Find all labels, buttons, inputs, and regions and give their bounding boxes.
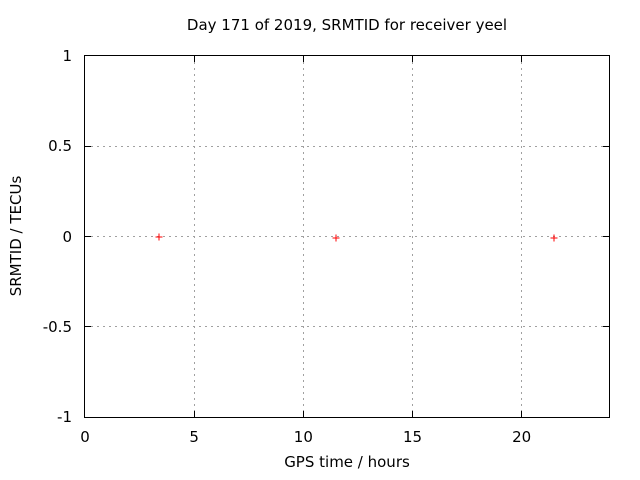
plot-area [84,55,610,418]
y-tick-left [85,145,91,147]
data-point-marker [155,233,163,240]
x-tick-bottom [193,411,195,417]
y-tick-label: -1 [57,408,72,426]
y-tick-right [603,326,609,328]
x-tick-label: 15 [402,428,423,446]
x-tick-top [193,56,195,62]
y-tick-right [603,145,609,147]
data-point-marker [332,234,340,242]
y-tick-label: -0.5 [42,317,72,336]
y-gridline [85,145,609,147]
y-tick-label: 1 [62,47,72,65]
x-tick-bottom [412,411,413,417]
x-tick-bottom [302,411,304,417]
chart-title: Day 171 of 2019, SRMTID for receiver yee… [186,16,508,34]
x-tick-label: 0 [80,428,90,446]
plus-icon-vbar [158,233,160,240]
y-tick-right [603,236,609,237]
x-tick-label: 20 [512,428,532,446]
y-tick-left [85,236,91,237]
x-tick-top [412,56,413,62]
x-tick-label: 5 [189,428,199,446]
plus-icon-vbar [553,234,555,242]
y-tick-label: 0.5 [48,137,72,156]
x-tick-top [302,56,304,62]
x-tick-top [521,56,523,62]
x-axis-label: GPS time / hours [284,453,410,471]
y-tick-label: 0 [62,227,72,246]
data-point-marker [550,234,558,242]
x-tick-label: 10 [293,428,313,446]
y-gridline [85,326,609,328]
y-gridline [85,236,609,237]
x-tick-bottom [521,411,523,417]
plus-icon-vbar [335,234,337,242]
y-tick-left [85,326,91,328]
